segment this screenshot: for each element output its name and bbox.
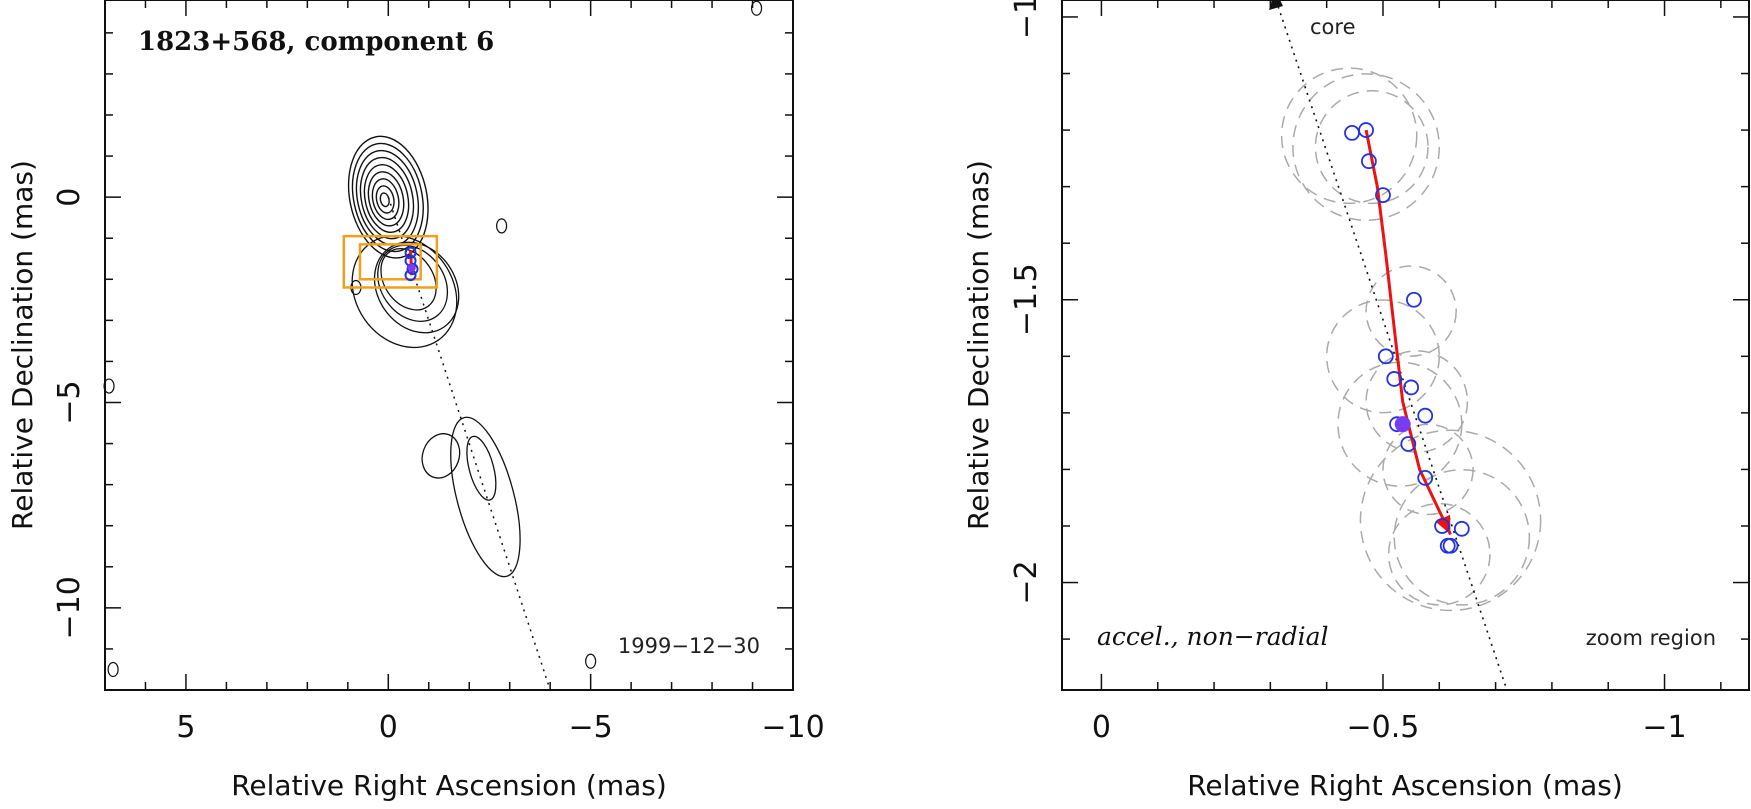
jet-blob-contour [421,433,461,479]
right-xlabel: Relative Right Ascension (mas) [1187,769,1623,802]
core-contour [375,185,395,214]
right-ylabel: Relative Declination (mas) [962,160,995,530]
uncertainty-circle [1280,67,1418,205]
component-point [1400,436,1417,452]
left-xtick-label: −10 [761,710,824,745]
right-annotation-right: zoom region [1586,626,1716,650]
left-xtick-label: −5 [569,710,613,745]
component-marker-filled [407,263,416,272]
left-panel: 5 0 −5 −10 0 −5 −10 1823+568, component 6 1999… [6,0,825,802]
component-point [1442,537,1459,554]
uncertainty-circle [1337,361,1463,487]
uncertainty-circle [1325,299,1441,414]
right-marks [1268,0,1508,691]
left-xtick-label: 0 [379,710,398,745]
noise-contour [107,661,119,678]
left-ytick-label: −10 [52,576,87,639]
uncertainty-circle [1387,502,1491,606]
component-point [1386,371,1403,387]
uncertainty-circle [1365,265,1457,357]
noise-contour [103,378,115,394]
component-point [1417,407,1434,424]
core-arrowhead [1268,0,1283,10]
uncertainty-circle [1359,429,1542,612]
left-xtick-label: 5 [176,710,195,745]
component-point [1375,187,1391,204]
right-xtick-label: −0.5 [1347,710,1420,745]
right-ticks: 0 −0.5 −1 −1 −1.5 −2 [1009,0,1749,745]
uncertainty-circle [1365,350,1469,453]
uncertainty-circle [1292,73,1441,222]
noise-contour [496,218,508,234]
zoom-box [342,234,439,289]
jet-contour [373,241,460,334]
right-annotation-left: accel., non−radial [1097,622,1329,651]
acceleration-track [1364,129,1452,536]
component-point [1403,379,1420,396]
right-core-label: core [1310,15,1356,39]
core-contour [371,178,400,221]
uncertainty-circle [1393,468,1531,606]
left-title: 1823+568, component 6 [138,27,494,57]
component-point [1358,122,1374,138]
core-contour [379,192,390,208]
jet-contour [380,248,437,311]
right-panel: 0 −0.5 −1−1−1.5−2 core accel., non−radial … [962,0,1750,802]
component-point [1360,153,1377,170]
component-point [1453,520,1470,537]
left-ticks: 5 0 −5 −10 0 −5 −10 [52,0,825,745]
component-point [1406,291,1422,308]
jet-direction-line [387,196,551,691]
left-ytick-label: 0 [52,188,87,207]
core-direction-line [1275,0,1508,691]
uncertainty-circle [1314,89,1429,205]
left-xlabel: Relative Right Ascension (mas) [231,769,667,802]
component-point [1344,125,1360,141]
component-point [1417,470,1434,486]
core-contour [359,156,415,240]
left-contours [103,0,763,678]
right-uncertainty-circles [1280,67,1542,612]
left-ylabel: Relative Declination (mas) [6,160,39,530]
right-xtick-label: 0 [1092,710,1111,745]
zoom-box [358,243,422,281]
jet-blob-contour [466,435,497,501]
component-point [1377,348,1394,365]
core-contour [351,142,424,253]
core-contour [367,171,405,227]
noise-contour [585,653,597,669]
component-point [1434,518,1451,534]
right-ytick-label: −2 [1009,560,1044,604]
left-date-label: 1999−12−30 [618,634,760,658]
right-plot-frame [1061,0,1750,691]
core-contour [347,135,429,259]
left-ytick-label: −5 [52,380,87,424]
right-ytick-label: −1.5 [1009,263,1044,336]
component-marker [404,246,417,259]
noise-contour [750,0,763,16]
core-contour [363,164,410,233]
left-marks [342,196,551,691]
right-xtick-label: −1 [1642,710,1686,745]
right-ytick-label: −1 [1009,0,1044,39]
left-plot-frame [104,0,794,691]
jet-blob-contour [450,416,521,578]
jet-contour [377,244,449,322]
filled-component-point [1394,416,1411,433]
uncertainty-circle [1382,423,1474,516]
jet-contour [351,235,458,349]
